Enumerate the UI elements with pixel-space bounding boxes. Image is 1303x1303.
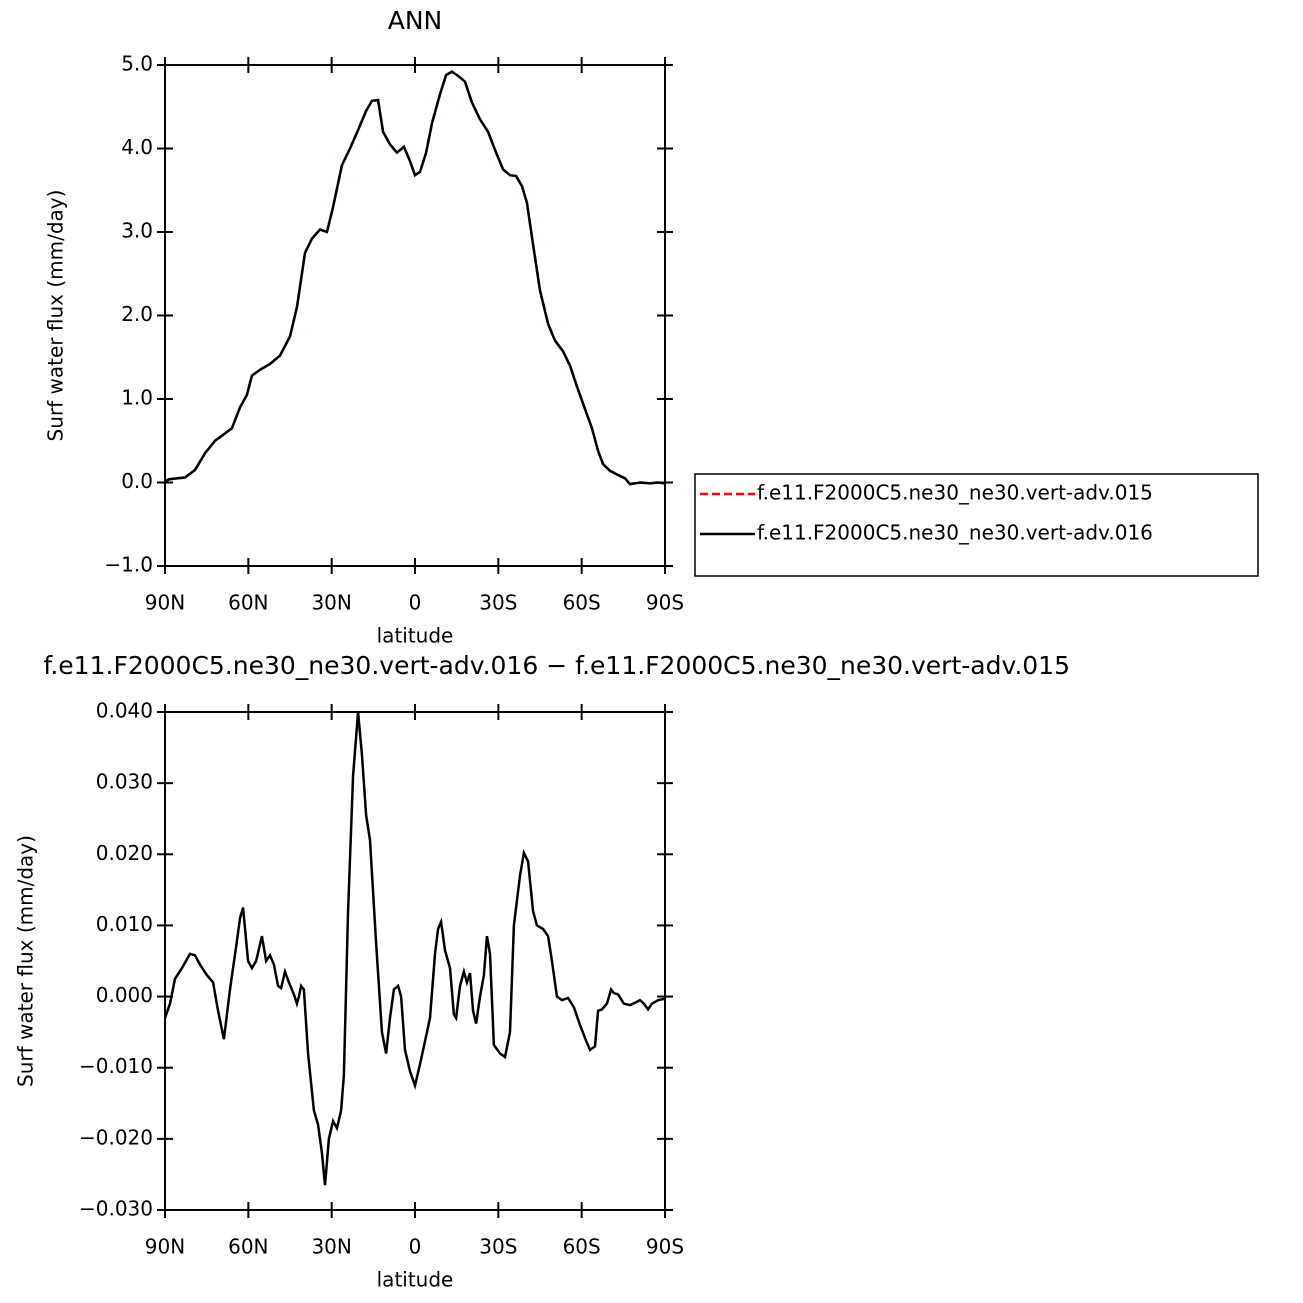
y-tick-label: −0.010 bbox=[79, 1054, 153, 1078]
y-axis-label: Surf water flux (mm/day) bbox=[44, 190, 68, 442]
x-tick-label: 60S bbox=[563, 1235, 601, 1259]
legend-label: f.e11.F2000C5.ne30_ne30.vert-adv.015 bbox=[757, 481, 1153, 505]
y-tick-label: 0.0 bbox=[121, 469, 153, 493]
y-tick-label: 0.010 bbox=[96, 912, 153, 936]
x-tick-label: 30S bbox=[479, 591, 517, 615]
x-axis-label: latitude bbox=[377, 624, 454, 648]
y-tick-label: 5.0 bbox=[121, 52, 153, 76]
x-axis-label: latitude bbox=[377, 1268, 454, 1292]
x-tick-label: 60N bbox=[228, 591, 268, 615]
x-tick-label: 90S bbox=[646, 591, 684, 615]
x-tick-label: 0 bbox=[409, 1235, 422, 1259]
data-line bbox=[163, 711, 666, 1186]
y-tick-label: −1.0 bbox=[104, 553, 153, 577]
x-tick-label: 0 bbox=[409, 591, 422, 615]
y-tick-label: −0.020 bbox=[79, 1125, 153, 1149]
x-tick-label: 30N bbox=[311, 1235, 351, 1259]
chart-title: f.e11.F2000C5.ne30_ne30.vert-adv.016 − f… bbox=[43, 651, 1070, 680]
y-tick-label: 0.030 bbox=[96, 770, 153, 794]
y-tick-label: 2.0 bbox=[121, 302, 153, 326]
y-tick-label: 4.0 bbox=[121, 135, 153, 159]
legend-box bbox=[694, 473, 1259, 577]
y-tick-label: 0.040 bbox=[96, 699, 153, 723]
plot-frame bbox=[164, 711, 666, 1211]
plot-frame bbox=[164, 64, 666, 567]
x-tick-label: 60S bbox=[563, 591, 601, 615]
x-tick-label: 30S bbox=[479, 1235, 517, 1259]
y-tick-label: −0.030 bbox=[79, 1197, 153, 1221]
chart-title: ANN bbox=[388, 6, 443, 35]
y-axis-label: Surf water flux (mm/day) bbox=[14, 835, 38, 1087]
x-tick-label: 60N bbox=[228, 1235, 268, 1259]
y-tick-label: 3.0 bbox=[121, 219, 153, 243]
y-tick-label: 1.0 bbox=[121, 386, 153, 410]
legend-label: f.e11.F2000C5.ne30_ne30.vert-adv.016 bbox=[757, 521, 1153, 545]
data-line bbox=[164, 70, 666, 486]
x-tick-label: 90N bbox=[145, 591, 185, 615]
y-tick-label: 0.020 bbox=[96, 841, 153, 865]
y-tick-label: 0.000 bbox=[96, 983, 153, 1007]
x-tick-label: 30N bbox=[311, 591, 351, 615]
x-tick-label: 90S bbox=[646, 1235, 684, 1259]
x-tick-label: 90N bbox=[145, 1235, 185, 1259]
